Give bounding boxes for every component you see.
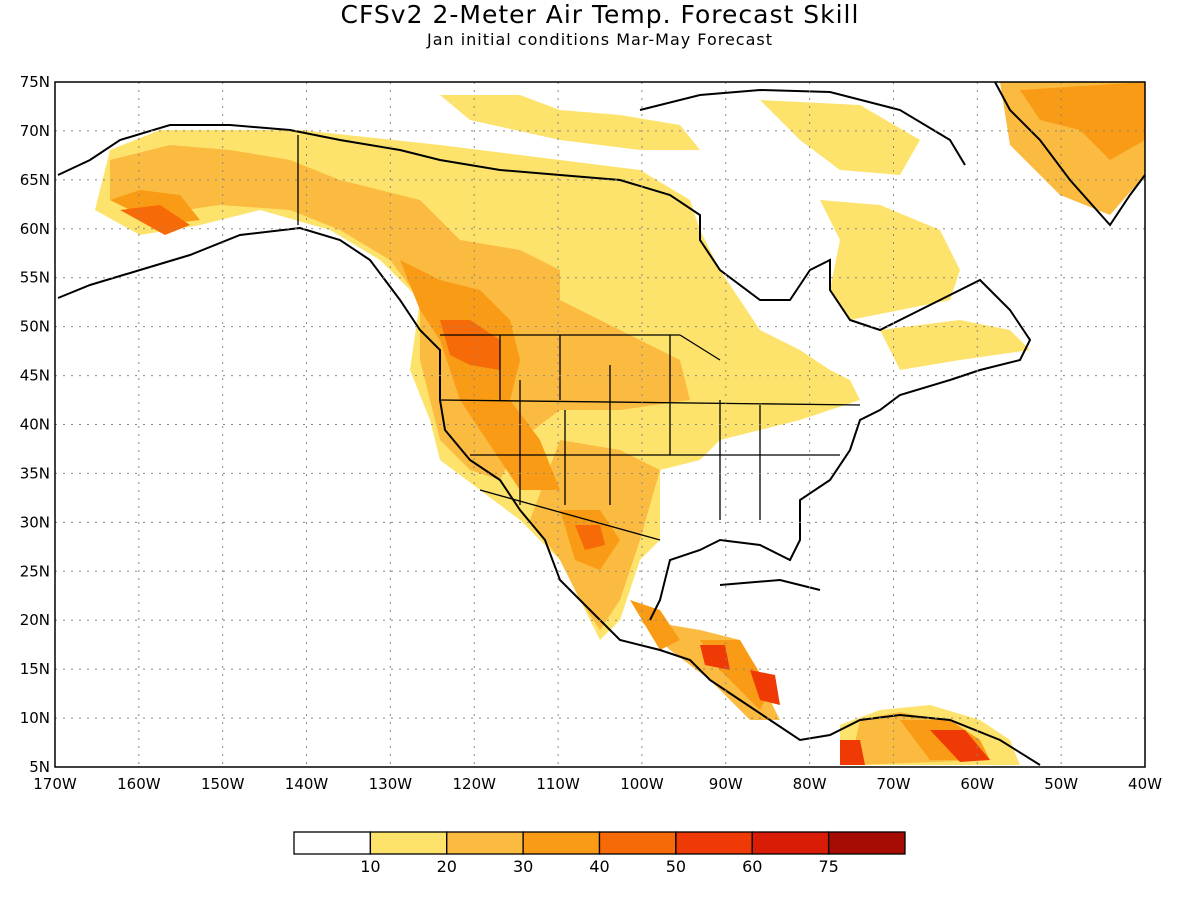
- colorbar-swatch: [369, 831, 448, 855]
- lat-tick-label: 45N: [20, 367, 50, 385]
- latitude-labels: 75N 70N 65N 60N 55N 50N 45N 40N 35N 30N 25N 20N 15N 1…: [20, 73, 50, 776]
- colorbar-swatch: [827, 831, 906, 855]
- colorbar-swatch: [675, 831, 753, 855]
- lon-tick-label: 50W: [1044, 775, 1078, 793]
- lon-tick-label: 150W: [201, 775, 245, 793]
- lon-tick-label: 90W: [709, 775, 743, 793]
- lat-tick-label: 5N: [29, 758, 50, 776]
- lon-tick-label: 130W: [369, 775, 413, 793]
- lat-tick-label: 10N: [20, 709, 50, 727]
- coastlines: [57, 82, 1145, 766]
- lon-tick-label: 160W: [117, 775, 161, 793]
- colorbar-label: 20: [437, 857, 457, 876]
- colorbar-swatch: [446, 831, 524, 855]
- colorbar: 10 20 30 40 50 60 75: [293, 831, 906, 876]
- map-subtitle: Jan initial conditions Mar-May Forecast: [426, 30, 774, 49]
- colorbar-label: 60: [742, 857, 762, 876]
- lat-tick-label: 30N: [20, 513, 50, 531]
- lat-tick-label: 20N: [20, 611, 50, 629]
- lat-tick-label: 75N: [20, 73, 50, 91]
- lon-tick-label: 140W: [285, 775, 329, 793]
- lon-tick-label: 40W: [1128, 775, 1162, 793]
- lon-tick-label: 100W: [620, 775, 664, 793]
- colorbar-label: 75: [818, 857, 838, 876]
- colorbar-label: 30: [513, 857, 533, 876]
- lon-tick-label: 120W: [452, 775, 496, 793]
- skill-shading: [95, 82, 1145, 765]
- lat-tick-label: 50N: [20, 318, 50, 336]
- colorbar-label: 10: [360, 857, 380, 876]
- lat-tick-label: 25N: [20, 562, 50, 580]
- colorbar-swatch: [522, 831, 601, 855]
- longitude-labels: 170W 160W 150W 140W 130W 120W 110W 100W 90W 80W 70…: [33, 775, 1162, 793]
- map-frame: [54, 81, 1146, 768]
- lat-tick-label: 70N: [20, 122, 50, 140]
- colorbar-swatch: [293, 831, 372, 855]
- lat-tick-label: 15N: [20, 660, 50, 678]
- lon-tick-label: 70W: [877, 775, 911, 793]
- lat-tick-label: 35N: [20, 464, 50, 482]
- map-title: CFSv2 2-Meter Air Temp. Forecast Skill: [340, 0, 860, 29]
- colorbar-swatch: [751, 831, 830, 855]
- colorbar-label: 40: [589, 857, 609, 876]
- colorbar-label: 50: [666, 857, 686, 876]
- grid-lines: [55, 82, 1145, 767]
- lon-tick-label: 110W: [536, 775, 580, 793]
- lat-tick-label: 65N: [20, 171, 50, 189]
- lat-tick-label: 55N: [20, 269, 50, 287]
- lat-tick-label: 60N: [20, 220, 50, 238]
- colorbar-swatch: [598, 831, 677, 855]
- map-content: [57, 82, 1145, 766]
- lat-tick-label: 40N: [20, 416, 50, 434]
- lon-tick-label: 60W: [960, 775, 994, 793]
- lon-tick-label: 170W: [33, 775, 77, 793]
- lon-tick-label: 80W: [793, 775, 827, 793]
